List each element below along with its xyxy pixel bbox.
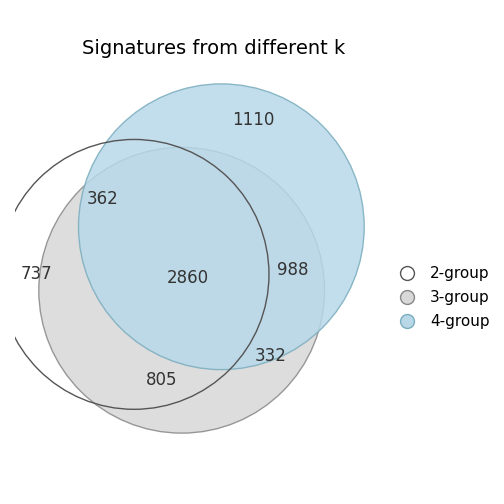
- Text: 988: 988: [277, 262, 308, 279]
- Circle shape: [39, 147, 325, 433]
- Text: 805: 805: [146, 370, 177, 389]
- Text: 1110: 1110: [232, 110, 274, 129]
- Text: 362: 362: [86, 190, 118, 208]
- Text: 332: 332: [255, 347, 287, 365]
- Circle shape: [79, 84, 364, 369]
- Legend: 2-group, 3-group, 4-group: 2-group, 3-group, 4-group: [392, 266, 490, 330]
- Text: 2860: 2860: [166, 269, 209, 287]
- Text: 737: 737: [21, 266, 52, 283]
- Title: Signatures from different k: Signatures from different k: [82, 39, 345, 58]
